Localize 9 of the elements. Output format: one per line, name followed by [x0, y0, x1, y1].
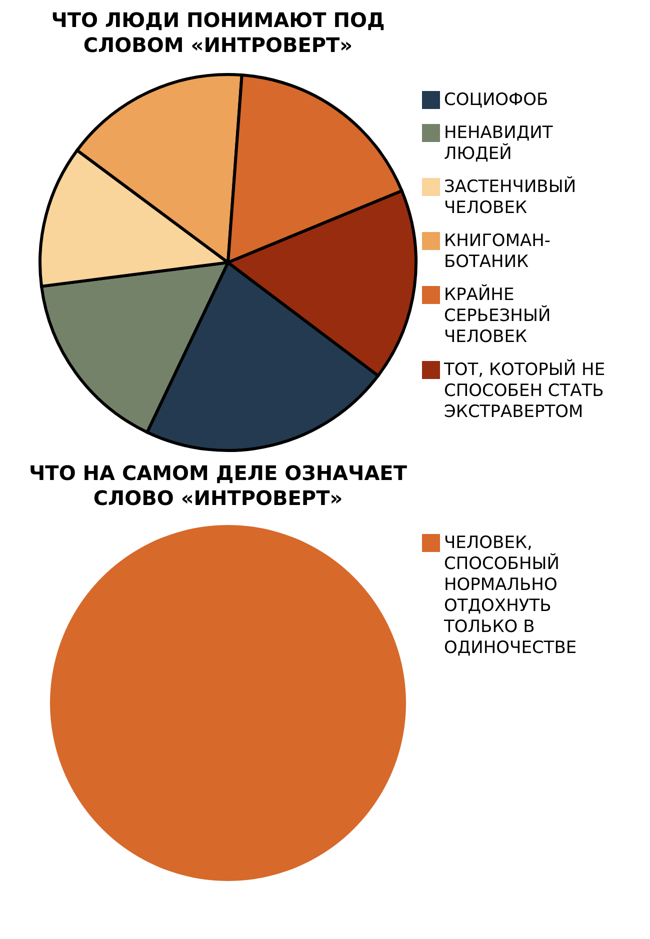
legend-label: КНИГОМАН-БОТАНИК — [444, 231, 552, 273]
chart-title: ЧТО ЛЮДИ ПОНИМАЮТ ПОД СЛОВОМ «ИНТРОВЕРТ» — [50, 8, 386, 58]
legend-label: ТОТ, КОТОРЫЙ НЕ СПОСОБЕН СТАТЬ ЭКСТРАВЕРТОМ — [444, 360, 606, 423]
legend-label: КРАЙНЕ СЕРЬЕЗНЫЙ ЧЕЛОВЕК — [444, 285, 552, 348]
legend-label: ЧЕЛОВЕК, СПОСОБНЫЙ НОРМАЛЬНО ОТДОХНУТЬ ТОЛЬКО В ОДИНОЧЕСТВЕ — [444, 533, 578, 659]
legend-label: СОЦИОФОБ — [444, 90, 550, 111]
legend-label: ЗАСТЕНЧИВЫЙ ЧЕЛОВЕК — [444, 177, 578, 219]
chart-title: ЧТО НА САМОМ ДЕЛЕ ОЗНАЧАЕТ СЛОВО «ИНТРОВЕРТ» — [28, 461, 408, 511]
legend-label: НЕНАВИДИТ ЛЮДЕЙ — [444, 123, 554, 165]
